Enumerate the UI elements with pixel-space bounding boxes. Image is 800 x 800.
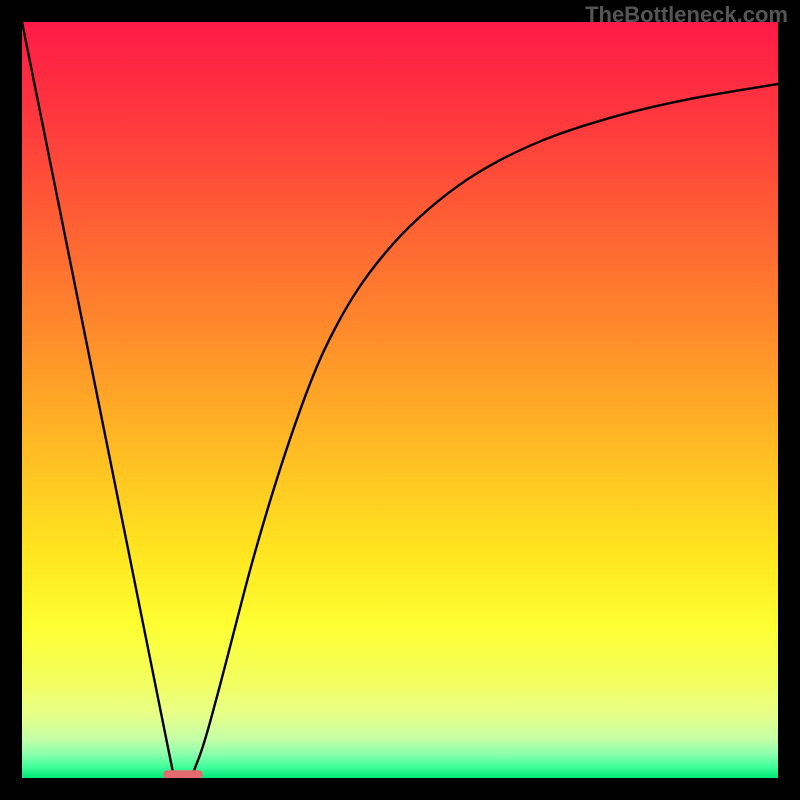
plot-svg bbox=[22, 22, 778, 778]
gradient-background bbox=[22, 22, 778, 778]
plot-area bbox=[22, 22, 778, 778]
optimum-marker bbox=[163, 770, 202, 778]
watermark-text: TheBottleneck.com bbox=[585, 2, 788, 28]
chart-frame: TheBottleneck.com bbox=[0, 0, 800, 800]
